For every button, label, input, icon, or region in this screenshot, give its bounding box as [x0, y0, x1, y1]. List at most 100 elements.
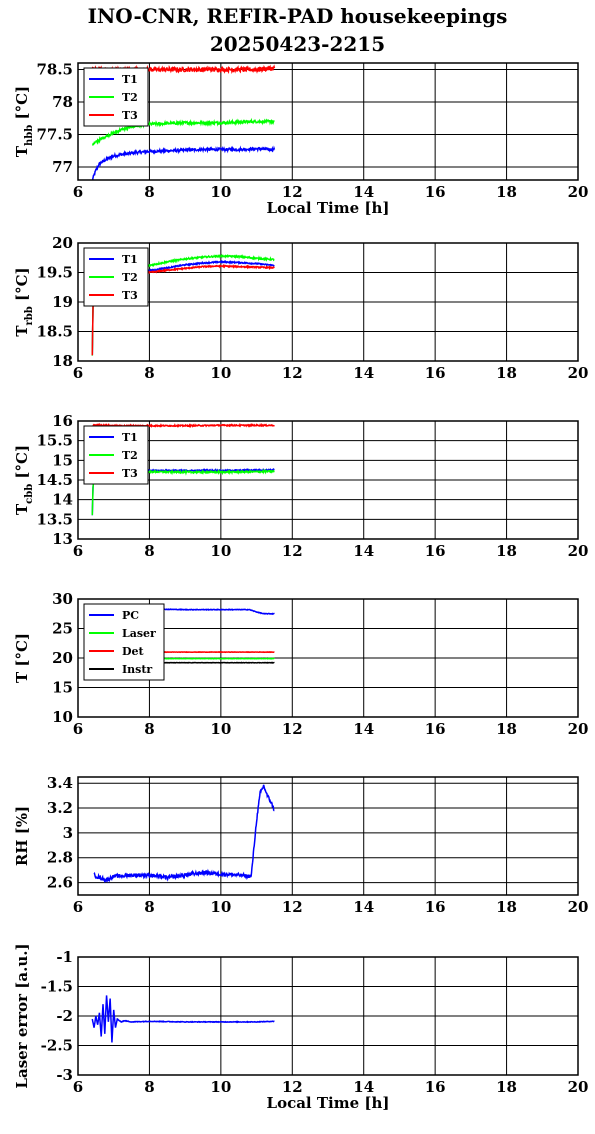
y-tick-label: -2.5	[41, 1037, 73, 1055]
x-tick-label: 12	[282, 720, 303, 738]
panel-5: 6 8 10 12 14 16 18 20 2.6 2.8 3 3.2 3.4 RH [%]	[13, 774, 588, 916]
y-tick-label: 18	[52, 352, 73, 370]
y-tick-label: 19	[52, 293, 73, 311]
axes-frame	[77, 242, 579, 362]
y-axis-label: Trbb [°C]	[13, 267, 35, 336]
y-tick-label: 20	[52, 649, 73, 667]
y-tick-label: -1.5	[41, 978, 73, 996]
legend-box	[83, 247, 149, 307]
legend-label: Instr	[122, 663, 152, 676]
x-tick-label: 18	[496, 898, 517, 916]
legend-label: Det	[122, 645, 145, 658]
x-tick-label: 20	[568, 1078, 589, 1096]
y-tick-label: 18.5	[36, 323, 73, 341]
legend-label: T1	[122, 431, 138, 444]
y-tick-label: 19.5	[36, 264, 73, 282]
x-tick-label: 8	[144, 542, 154, 560]
x-tick-label: 8	[144, 720, 154, 738]
series-line-t2	[91, 117, 275, 146]
legend: T1 T2 T3	[83, 247, 149, 307]
legend-label: T1	[122, 253, 138, 266]
x-tick-label: 18	[496, 720, 517, 738]
x-tick-label: 12	[282, 898, 303, 916]
x-axis-label: Local Time [h]	[267, 1094, 390, 1112]
y-tick-label: 3.4	[47, 774, 73, 792]
y-tick-label: -2	[56, 1007, 73, 1025]
legend: T1 T2 T3	[83, 425, 149, 485]
x-tick-label: 6	[73, 183, 83, 201]
y-tick-label: 30	[52, 590, 73, 608]
x-tick-label: 8	[144, 898, 154, 916]
y-tick-label: -3	[56, 1066, 73, 1084]
x-tick-label: 10	[210, 542, 231, 560]
x-tick-label: 20	[568, 720, 589, 738]
y-axis-label: Thbb [°C]	[13, 86, 35, 157]
x-tick-label: 16	[425, 898, 446, 916]
y-tick-label: 14	[52, 491, 73, 509]
x-tick-label: 16	[425, 542, 446, 560]
panel-4: 6 8 10 12 14 16 18 20 10 15 20 25 30 T [°C] PC Laser Det…	[13, 590, 588, 738]
x-tick-label: 10	[210, 1078, 231, 1096]
x-tick-label: 20	[568, 183, 589, 201]
y-tick-label: 2.6	[47, 874, 73, 892]
y-tick-label: 15	[52, 679, 73, 697]
x-tick-label: 14	[353, 542, 374, 560]
x-tick-label: 14	[353, 364, 374, 382]
x-tick-label: 18	[496, 1078, 517, 1096]
panel-6: 6 8 10 12 14 16 18 20 -3 -2.5 -2 -1.5 -1 Laser error …	[13, 943, 588, 1112]
y-axis-label: T [°C]	[13, 633, 31, 683]
y-tick-label: 25	[52, 620, 73, 638]
y-tick-label: 77.5	[36, 126, 73, 144]
x-tick-label: 20	[568, 542, 589, 560]
x-tick-label: 16	[425, 720, 446, 738]
axes-frame	[77, 776, 579, 896]
y-tick-label: 77	[52, 158, 73, 176]
figure-title-line1: INO-CNR, REFIR-PAD housekeepings	[87, 4, 508, 28]
axes-frame	[77, 956, 579, 1076]
x-tick-label: 12	[282, 1078, 303, 1096]
y-tick-label: 78.5	[36, 61, 73, 79]
x-tick-label: 12	[282, 183, 303, 201]
y-axis-label: Tcbb [°C]	[13, 445, 35, 515]
y-tick-label: 13.5	[36, 510, 73, 528]
y-tick-label: 2.8	[47, 849, 73, 867]
axes-frame	[77, 420, 579, 540]
series-line-t1	[91, 145, 276, 180]
x-tick-label: 20	[568, 364, 589, 382]
legend-label: T3	[122, 467, 138, 480]
legend-label: PC	[122, 609, 139, 622]
axes-frame	[77, 62, 579, 181]
axes-frame	[77, 598, 579, 718]
legend-label: T3	[122, 289, 138, 302]
y-tick-label: 20	[52, 234, 73, 252]
legend-label: T2	[122, 271, 138, 284]
x-tick-label: 6	[73, 720, 83, 738]
x-tick-label: 20	[568, 898, 589, 916]
legend: T1 T2 T3	[83, 67, 149, 127]
y-tick-label: 13	[52, 530, 73, 548]
x-tick-label: 10	[210, 364, 231, 382]
x-tick-label: 16	[425, 364, 446, 382]
x-tick-label: 16	[425, 1078, 446, 1096]
legend: PC Laser Det Instr	[83, 603, 165, 681]
x-tick-label: 12	[282, 364, 303, 382]
y-tick-label: 16	[52, 412, 73, 430]
legend-label: T2	[122, 449, 138, 462]
x-tick-label: 6	[73, 364, 83, 382]
series-line-data	[93, 784, 275, 884]
x-tick-label: 10	[210, 720, 231, 738]
y-tick-label: 3	[63, 824, 73, 842]
x-axis-label: Local Time [h]	[267, 199, 390, 217]
x-tick-label: 18	[496, 183, 517, 201]
legend-label: T2	[122, 91, 138, 104]
x-tick-label: 8	[144, 364, 154, 382]
x-tick-label: 8	[144, 1078, 154, 1096]
legend-label: Laser	[122, 627, 156, 640]
x-tick-label: 18	[496, 542, 517, 560]
x-tick-label: 10	[210, 898, 231, 916]
y-tick-label: 15.5	[36, 432, 73, 450]
x-tick-label: 14	[353, 720, 374, 738]
